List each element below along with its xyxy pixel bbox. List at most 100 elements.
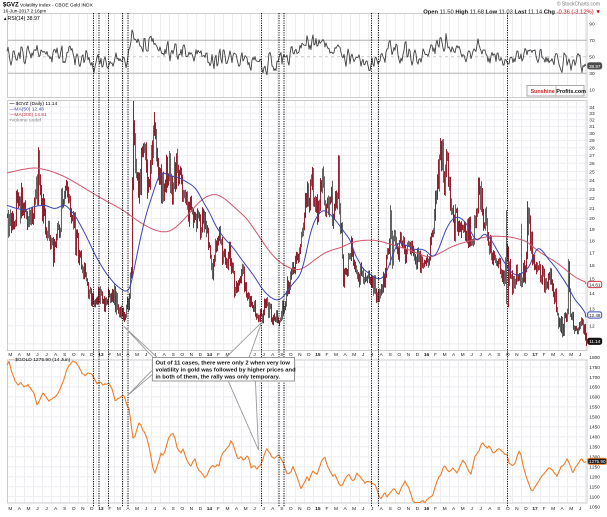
svg-text:F: F bbox=[434, 506, 437, 512]
svg-text:J: J bbox=[579, 352, 582, 358]
svg-text:F: F bbox=[326, 352, 329, 358]
svg-text:16-Jun-2017 2:16pm: 16-Jun-2017 2:16pm bbox=[3, 9, 46, 14]
svg-text:J: J bbox=[579, 506, 582, 512]
svg-text:14.61: 14.61 bbox=[589, 282, 601, 287]
svg-text:16: 16 bbox=[424, 506, 430, 512]
svg-text:A: A bbox=[271, 352, 275, 358]
svg-text:A: A bbox=[380, 352, 384, 358]
svg-text:70: 70 bbox=[589, 38, 595, 44]
svg-text:J: J bbox=[253, 352, 256, 358]
svg-text:S: S bbox=[389, 506, 392, 512]
svg-text:F: F bbox=[543, 506, 546, 512]
svg-text:S: S bbox=[172, 506, 175, 512]
svg-text:J: J bbox=[262, 352, 265, 358]
svg-text:16: 16 bbox=[589, 263, 595, 269]
svg-text:1650: 1650 bbox=[589, 385, 600, 391]
svg-text:1750: 1750 bbox=[589, 365, 600, 371]
svg-text:12: 12 bbox=[589, 324, 595, 330]
svg-text:D: D bbox=[307, 352, 311, 358]
svg-text:F: F bbox=[326, 506, 329, 512]
svg-text:S: S bbox=[63, 352, 66, 358]
svg-text:M: M bbox=[27, 352, 31, 358]
svg-text:50: 50 bbox=[589, 55, 595, 61]
svg-text:M: M bbox=[27, 506, 31, 512]
svg-text:16: 16 bbox=[424, 352, 430, 358]
svg-text:A: A bbox=[343, 352, 347, 358]
svg-text:13: 13 bbox=[98, 506, 104, 512]
svg-text:1600: 1600 bbox=[589, 395, 600, 401]
svg-text:32: 32 bbox=[589, 118, 595, 124]
svg-text:D: D bbox=[416, 352, 420, 358]
svg-text:22: 22 bbox=[589, 196, 595, 202]
svg-text:in both of them, the rally was: in both of them, the rally was only temp… bbox=[156, 375, 281, 381]
svg-text:24: 24 bbox=[589, 178, 595, 184]
svg-text:M: M bbox=[8, 352, 12, 358]
svg-text:13: 13 bbox=[589, 307, 595, 313]
svg-text:J: J bbox=[362, 352, 365, 358]
svg-text:M: M bbox=[551, 352, 555, 358]
svg-text:F: F bbox=[217, 352, 220, 358]
svg-text:1700: 1700 bbox=[589, 375, 600, 381]
svg-text:A: A bbox=[560, 506, 564, 512]
svg-text:M: M bbox=[334, 352, 338, 358]
svg-text:M: M bbox=[8, 506, 12, 512]
svg-text:A: A bbox=[126, 506, 130, 512]
svg-text:J: J bbox=[154, 506, 157, 512]
svg-text:1200: 1200 bbox=[589, 475, 600, 481]
svg-text:M: M bbox=[334, 506, 338, 512]
svg-text:N: N bbox=[190, 352, 194, 358]
svg-text:▲RSI(14) 38.97: ▲RSI(14) 38.97 bbox=[3, 16, 40, 22]
svg-text:19: 19 bbox=[589, 227, 595, 233]
svg-text:J: J bbox=[36, 352, 39, 358]
svg-text:1500: 1500 bbox=[589, 415, 600, 421]
svg-text:23: 23 bbox=[589, 187, 595, 193]
svg-text:S: S bbox=[389, 352, 392, 358]
svg-text:29: 29 bbox=[589, 138, 595, 144]
svg-text:A: A bbox=[488, 506, 492, 512]
svg-text:J: J bbox=[371, 352, 374, 358]
svg-text:30: 30 bbox=[589, 131, 595, 137]
svg-text:J: J bbox=[154, 352, 157, 358]
svg-text:1100: 1100 bbox=[589, 494, 600, 500]
svg-text:38.97: 38.97 bbox=[589, 64, 601, 69]
svg-text:O: O bbox=[180, 352, 184, 358]
svg-text:J: J bbox=[36, 506, 39, 512]
svg-text:J: J bbox=[253, 506, 256, 512]
svg-text:D: D bbox=[90, 352, 94, 358]
svg-text:30: 30 bbox=[589, 71, 595, 77]
svg-text:S: S bbox=[497, 352, 500, 358]
svg-text:▪Volume undef: ▪Volume undef bbox=[10, 118, 42, 124]
svg-text:12.48: 12.48 bbox=[589, 313, 601, 318]
svg-text:A: A bbox=[452, 352, 456, 358]
svg-text:F: F bbox=[108, 506, 111, 512]
svg-text:A: A bbox=[126, 352, 130, 358]
svg-text:Out of 11 cases, there were on: Out of 11 cases, there were only 2 when … bbox=[156, 361, 291, 367]
svg-text:— $GVZ (Daily) 11.14: — $GVZ (Daily) 11.14 bbox=[10, 101, 58, 107]
svg-text:A: A bbox=[271, 506, 275, 512]
svg-text:17: 17 bbox=[532, 352, 538, 358]
svg-text:M: M bbox=[569, 506, 573, 512]
svg-text:M: M bbox=[551, 506, 555, 512]
svg-text:1050: 1050 bbox=[589, 504, 600, 510]
svg-text:A: A bbox=[163, 506, 167, 512]
svg-text:27: 27 bbox=[589, 153, 595, 159]
svg-text:— $GOLD 1275.90 (14 Jun): — $GOLD 1275.90 (14 Jun) bbox=[9, 357, 71, 363]
svg-text:M: M bbox=[135, 506, 139, 512]
svg-text:34: 34 bbox=[589, 105, 595, 111]
svg-text:O: O bbox=[180, 506, 184, 512]
svg-text:M: M bbox=[226, 506, 230, 512]
svg-text:J: J bbox=[470, 352, 473, 358]
svg-text:1350: 1350 bbox=[589, 445, 600, 451]
svg-text:11.14: 11.14 bbox=[589, 339, 601, 344]
svg-text:A: A bbox=[235, 506, 239, 512]
svg-text:O: O bbox=[397, 352, 401, 358]
svg-text:M: M bbox=[135, 352, 139, 358]
svg-text:28: 28 bbox=[589, 146, 595, 152]
svg-text:17: 17 bbox=[532, 506, 538, 512]
svg-text:O: O bbox=[506, 506, 510, 512]
svg-text:15: 15 bbox=[589, 277, 595, 283]
svg-text:J: J bbox=[145, 352, 148, 358]
svg-text:1400: 1400 bbox=[589, 435, 600, 441]
svg-text:14: 14 bbox=[207, 506, 213, 512]
svg-text:D: D bbox=[416, 506, 420, 512]
